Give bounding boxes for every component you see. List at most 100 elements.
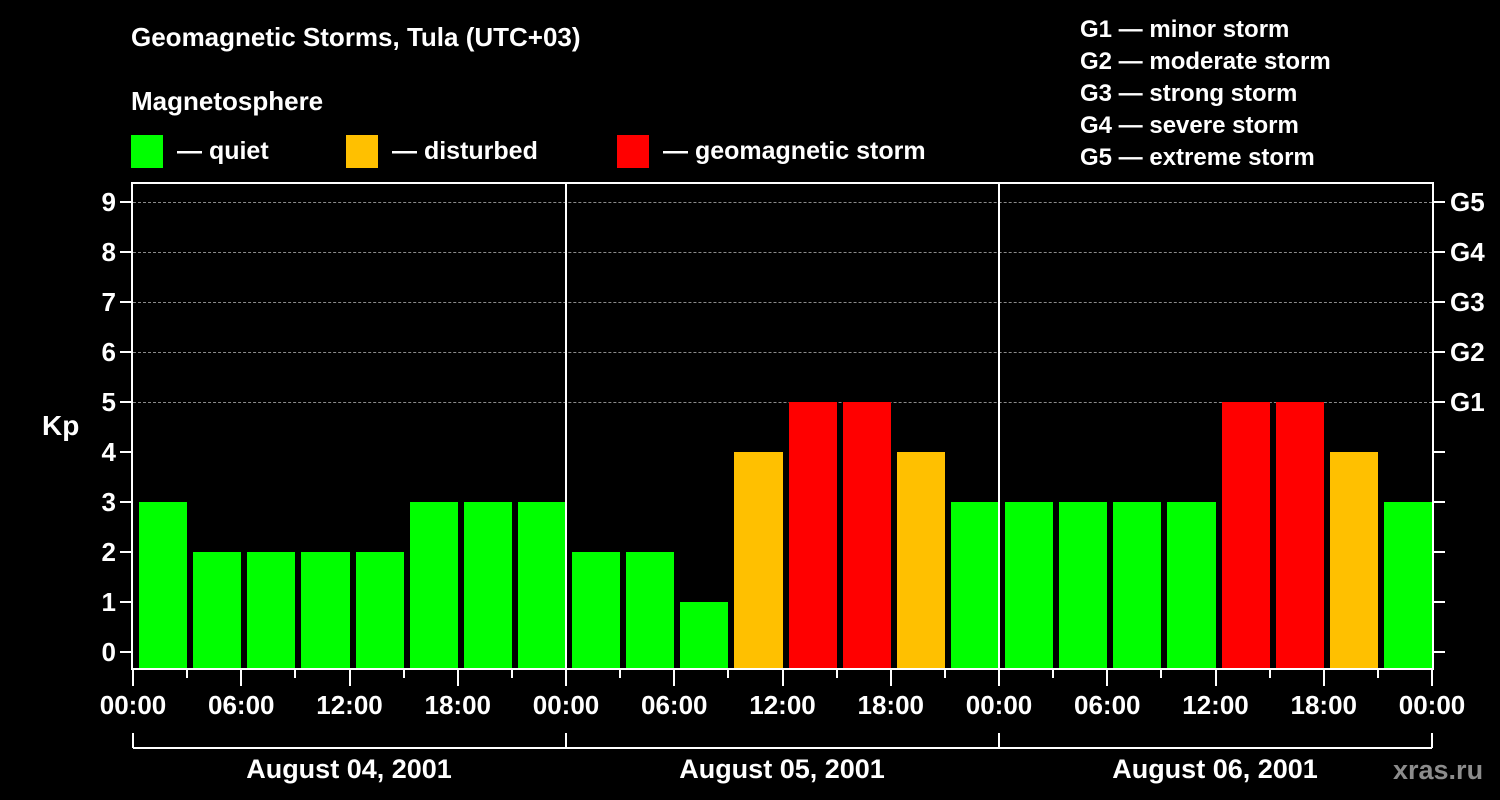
kp-bar (1275, 402, 1324, 668)
x-tick-label: 00:00 (1398, 690, 1466, 720)
kp-bar (463, 502, 512, 668)
x-tick (1268, 670, 1271, 678)
kp-bar (139, 502, 188, 668)
x-tick-label: 12:00 (316, 690, 383, 720)
g-level-label: G5 (1450, 187, 1485, 217)
x-tick (1376, 670, 1379, 678)
grid-line (133, 402, 1432, 403)
kp-bar (355, 552, 404, 668)
legend-storm: — geomagnetic storm (617, 134, 926, 168)
legend-quiet: — quiet (131, 134, 269, 168)
legend-swatch-storm (617, 134, 649, 168)
y-tick-label: 9 (101, 187, 116, 217)
grid-line (133, 202, 1432, 203)
x-tick (727, 670, 730, 678)
kp-bar (1329, 452, 1378, 668)
date-bracket-tick (132, 733, 134, 748)
y-tick-right (1433, 301, 1445, 303)
x-tick (565, 670, 567, 686)
legend-swatch-disturbed (346, 134, 378, 168)
y-tick (120, 501, 132, 503)
y-tick (120, 601, 132, 603)
x-tick-label: 06:00 (641, 690, 708, 720)
date-label: August 04, 2001 (246, 754, 452, 784)
x-tick-label: 18:00 (424, 690, 492, 720)
x-tick-label: 06:00 (1074, 690, 1141, 720)
y-tick (120, 351, 132, 353)
y-axis-label: Kp (42, 410, 80, 441)
x-tick-label: 18:00 (857, 690, 925, 720)
kp-bar (896, 452, 945, 668)
kp-bar (950, 502, 999, 668)
y-tick-right (1433, 201, 1445, 203)
x-tick (294, 670, 297, 678)
x-tick-label: 00:00 (965, 690, 1033, 720)
y-tick (120, 451, 132, 453)
x-tick (673, 670, 676, 686)
y-tick-label: 4 (101, 437, 116, 467)
kp-bar (409, 502, 458, 668)
g-scale-item: G5 — extreme storm (1080, 144, 1315, 171)
x-tick-label: 00:00 (532, 690, 600, 720)
g-level-label: G2 (1450, 337, 1485, 367)
g-scale-item: G3 — strong storm (1080, 80, 1298, 107)
g-level-label: G3 (1450, 287, 1485, 317)
x-tick-label: 18:00 (1290, 690, 1358, 720)
grid-line (133, 252, 1432, 253)
y-tick-right (1433, 501, 1445, 503)
plot-area (131, 182, 1434, 670)
x-tick-label: 00:00 (99, 690, 167, 720)
g-level-label: G4 (1450, 237, 1485, 267)
watermark: xras.ru (1393, 755, 1484, 785)
y-tick-right (1433, 401, 1445, 403)
g-level-label: G1 (1450, 387, 1485, 417)
x-tick (240, 670, 243, 686)
x-tick (186, 670, 189, 678)
day-separator (998, 184, 1000, 668)
x-tick (510, 670, 513, 678)
x-tick (132, 670, 134, 686)
x-tick (943, 670, 946, 678)
x-tick-label: 12:00 (749, 690, 816, 720)
y-tick (120, 251, 132, 253)
legend-label-storm: — geomagnetic storm (663, 136, 926, 165)
kp-bar (572, 552, 621, 668)
kp-bar (193, 552, 242, 668)
kp-bar (1005, 502, 1054, 668)
y-tick (120, 651, 132, 653)
kp-bar (626, 552, 675, 668)
date-bracket (133, 747, 1432, 749)
x-tick (1160, 670, 1163, 678)
date-bracket-tick (565, 733, 567, 748)
y-tick-right (1433, 351, 1445, 353)
legend-label-disturbed: — disturbed (392, 136, 538, 165)
x-tick (781, 670, 784, 686)
y-tick-label: 7 (101, 287, 116, 317)
y-tick-right (1433, 251, 1445, 253)
y-tick (120, 201, 132, 203)
y-tick-label: 1 (101, 587, 116, 617)
kp-bar (1167, 502, 1216, 668)
y-tick (120, 301, 132, 303)
x-tick (835, 670, 838, 678)
kp-bar (842, 402, 891, 668)
date-bracket-tick (998, 733, 1000, 748)
x-tick (998, 670, 1000, 686)
x-tick (348, 670, 351, 686)
y-tick (120, 401, 132, 403)
date-bracket-tick (1431, 733, 1433, 748)
x-tick (402, 670, 405, 678)
kp-bar (247, 552, 296, 668)
date-label: August 06, 2001 (1112, 754, 1318, 784)
y-tick-label: 2 (101, 537, 116, 567)
x-tick-label: 06:00 (208, 690, 275, 720)
y-tick-right (1433, 551, 1445, 553)
kp-bar (788, 402, 837, 668)
grid-line (133, 302, 1432, 303)
legend-label-quiet: — quiet (177, 136, 269, 165)
y-tick-label: 0 (101, 637, 116, 667)
y-tick-label: 6 (101, 337, 116, 367)
x-tick (1052, 670, 1055, 678)
kp-bar (680, 602, 729, 668)
kp-bar (1383, 502, 1432, 668)
